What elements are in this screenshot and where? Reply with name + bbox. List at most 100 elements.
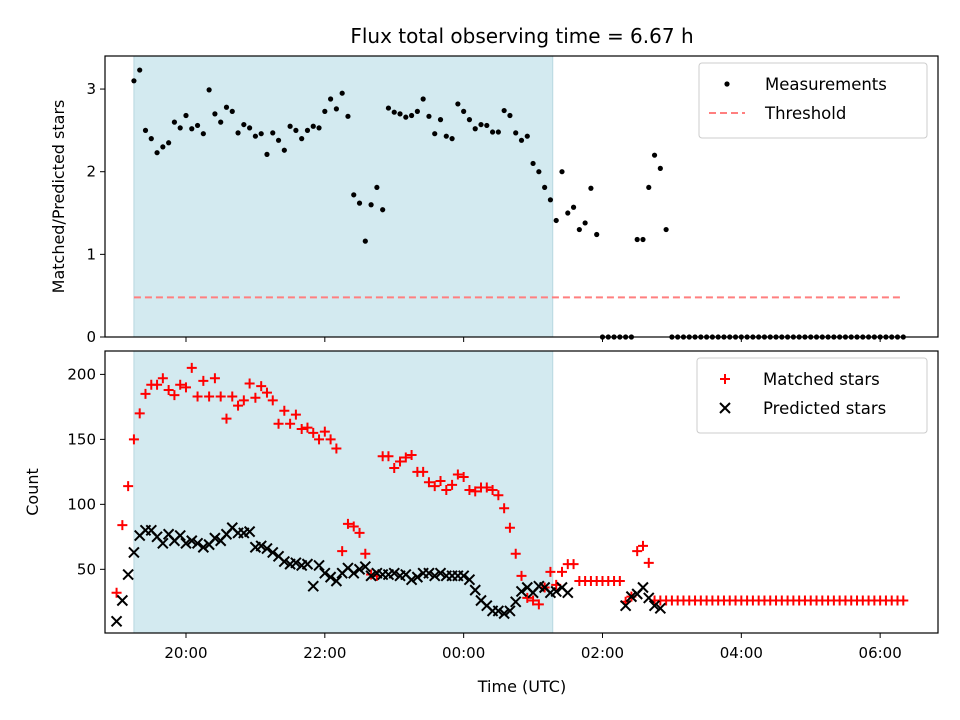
data-point [443,133,449,139]
series-matched-stars [111,362,909,610]
data-point [559,169,565,175]
data-point [406,449,417,460]
ratio-panel: 0 1 2 3 Matched/Predicted stars Measurements T… [49,55,939,346]
data-point [200,131,206,137]
legend: Measurements Threshold [698,62,928,139]
data-point [243,525,256,538]
legend-marker [719,402,731,414]
data-point [198,375,209,386]
data-point [250,392,261,403]
x-tick-label: 20:00 [164,644,207,662]
legend-label: Measurements [765,75,887,94]
data-point [131,78,137,84]
data-point [307,580,319,592]
data-point [553,217,559,224]
data-point [313,559,325,572]
y-axis-title: Count [23,468,42,516]
data-point [191,537,204,550]
data-point [403,114,409,120]
data-point [648,600,661,612]
data-point [255,540,267,552]
data-point [637,581,649,594]
x-tick-label: 00:00 [442,644,485,662]
data-point [171,119,178,125]
data-point [640,236,646,243]
data-point [524,133,530,139]
data-point [117,520,128,531]
data-point [194,122,201,129]
data-point [287,123,293,129]
data-point [302,422,313,433]
data-point [331,443,342,454]
data-point [383,451,394,462]
observing-window-shade [133,55,554,338]
data-point [227,391,238,402]
data-point [568,559,579,570]
data-point [362,238,368,244]
data-point [110,615,123,628]
data-point [333,106,339,112]
data-point [458,472,469,483]
data-point [418,466,429,477]
data-point [270,130,276,136]
data-point [542,184,548,191]
data-point [261,542,273,555]
data-point [441,485,452,496]
data-point [493,490,504,501]
data-point [565,210,571,216]
data-point [898,595,909,606]
data-point [304,127,311,133]
data-point [365,570,377,582]
data-point [275,137,282,143]
y-tick-label: 2 [86,163,96,181]
data-point [457,570,470,582]
data-point [391,109,397,115]
data-point [209,532,221,544]
data-point [632,546,643,557]
data-point [299,136,305,142]
data-point [281,147,287,153]
data-point [215,391,226,402]
data-point [395,456,406,467]
data-point [140,388,151,399]
data-point [374,184,380,191]
legend-marker [720,374,730,384]
data-point [169,390,180,401]
data-point [530,160,536,167]
data-point [423,477,434,488]
data-point [414,108,420,114]
data-point [547,197,554,203]
data-point [290,557,302,569]
axes-frame [104,55,939,338]
data-point [510,596,522,608]
data-point [423,567,435,579]
data-point [570,204,577,210]
x-tick-label: 02:00 [581,644,624,662]
data-point [310,123,316,129]
data-point [470,486,481,497]
data-point [351,192,357,198]
data-point [163,384,174,395]
data-point [154,150,160,156]
data-point [252,133,259,139]
data-point [397,111,403,117]
data-point [189,126,195,132]
data-point [545,566,556,577]
data-point [157,373,168,384]
data-point [279,405,290,416]
data-point [449,136,455,142]
data-point [267,546,279,559]
data-point [221,413,232,424]
data-point [637,540,648,551]
axes-frame [104,350,939,634]
data-point [420,96,426,102]
data-point [314,434,325,445]
data-point [261,387,272,398]
data-point [492,605,505,617]
data-point [174,529,186,542]
data-point [285,418,296,429]
data-point [447,479,458,490]
data-point [643,592,655,604]
data-point [495,129,501,135]
